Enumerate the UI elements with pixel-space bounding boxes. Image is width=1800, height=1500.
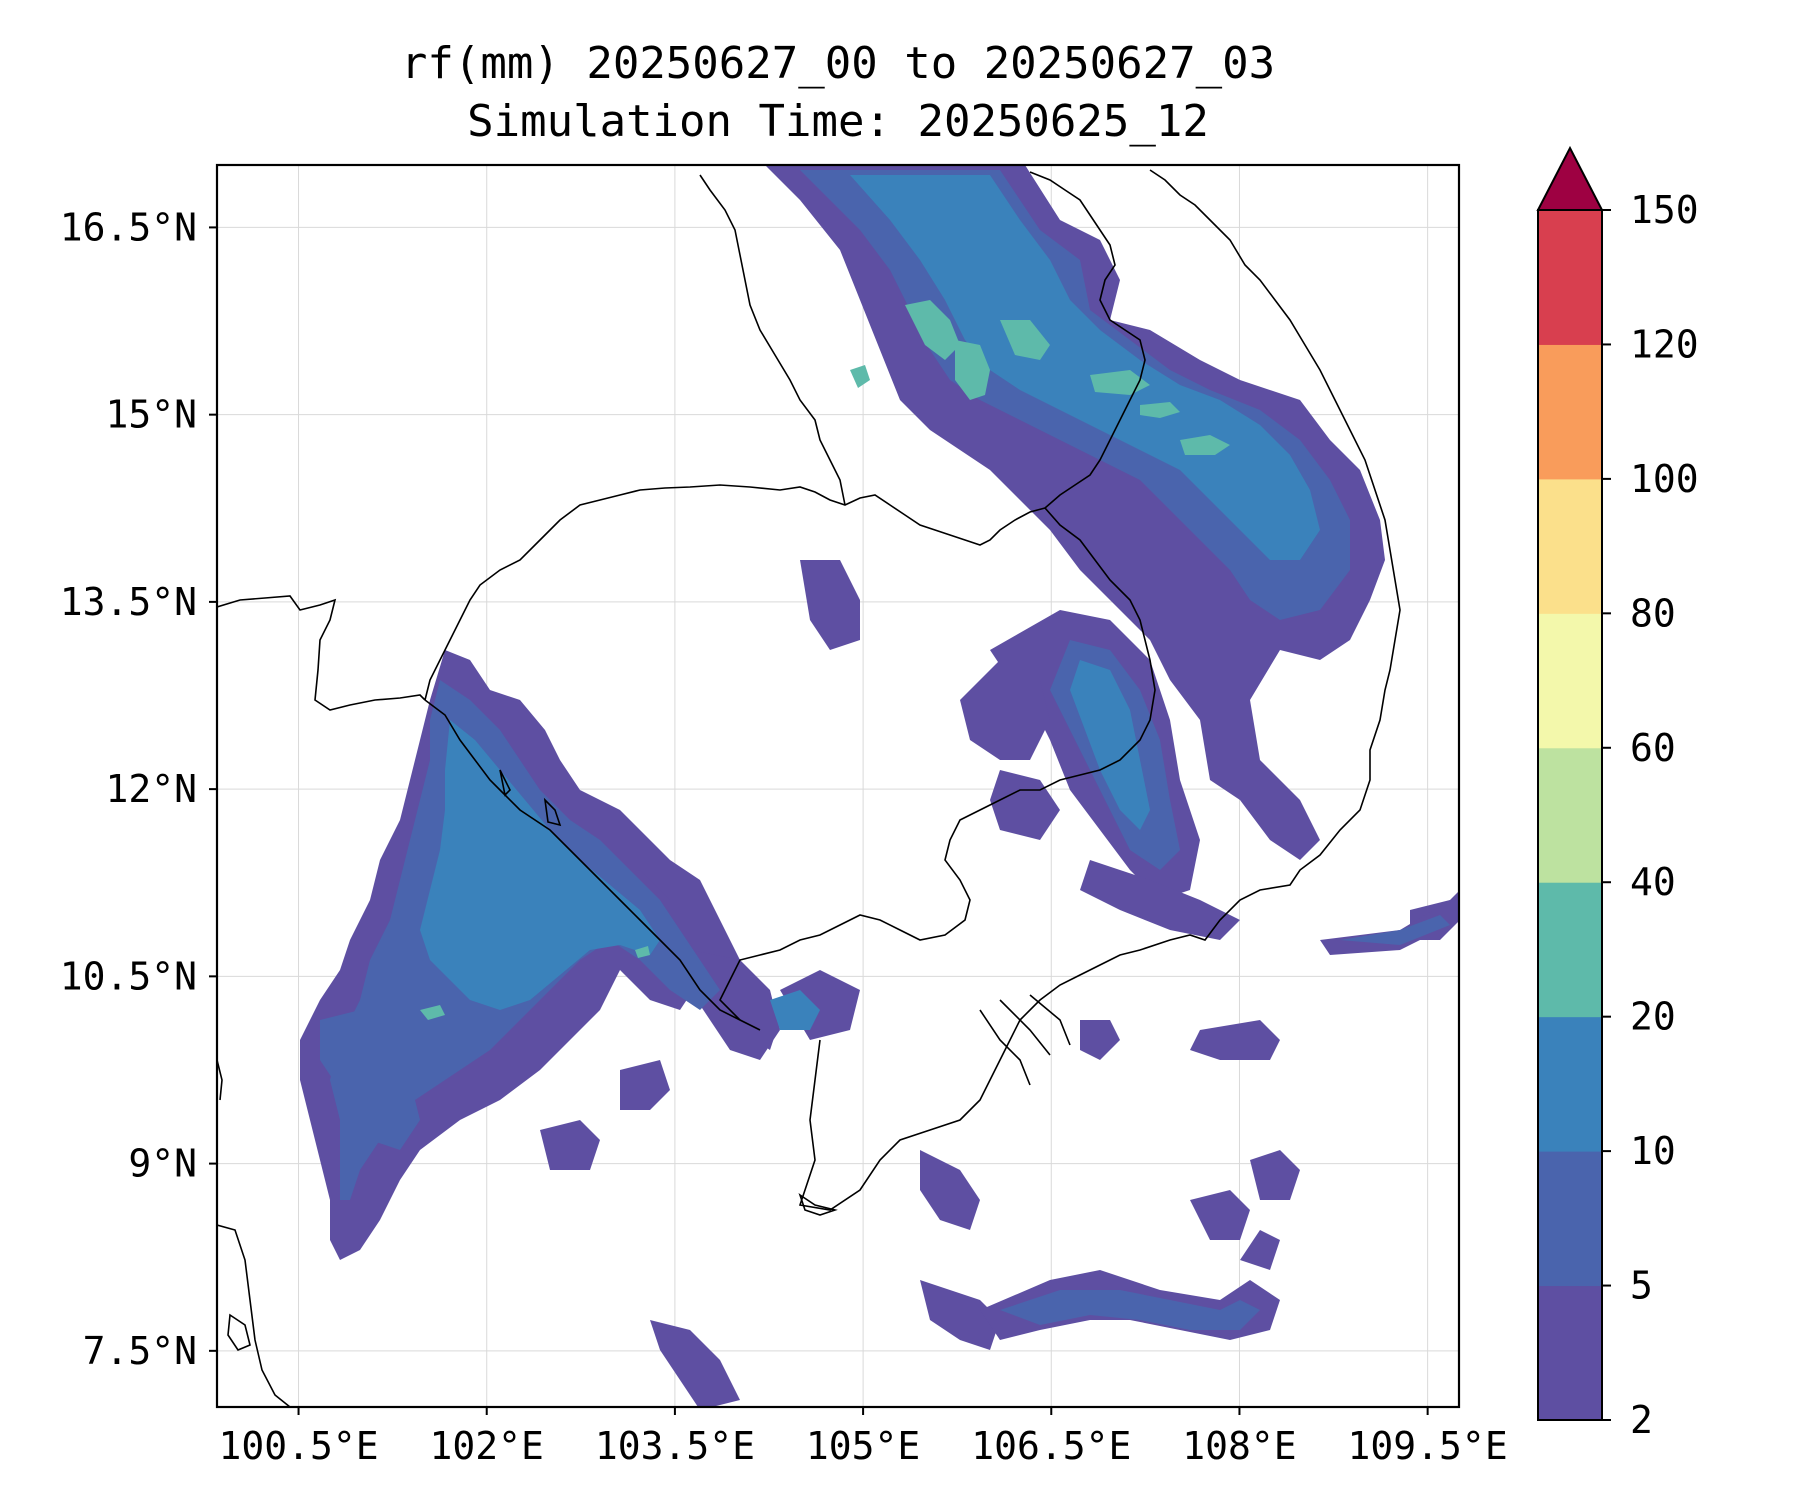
lat-tick-label: 12°N <box>105 767 197 811</box>
coastline-ko-kong <box>543 797 562 827</box>
colorbar-segment <box>1538 1016 1602 1152</box>
border-cambodia-laos-north <box>424 484 1046 701</box>
lon-tick-label: 108°E <box>1182 1424 1296 1468</box>
lat-tick-label: 15°N <box>105 393 197 437</box>
coastline-phu-quoc <box>798 1193 838 1216</box>
colorbar-tick-label: 80 <box>1630 591 1676 635</box>
colorbar-tick-label: 150 <box>1630 188 1699 232</box>
colorbar-segment <box>1538 613 1602 749</box>
map-panel: 100.5°E 102°E 103.5°E 105°E 106.5°E 108°E 109.… <box>60 163 1508 1468</box>
coastline-cambodia <box>424 699 761 1031</box>
colorbar-tick-label: 10 <box>1630 1129 1676 1173</box>
lat-tick-label: 13.5°N <box>60 580 197 624</box>
title-line-1: rf(mm) 20250627_00 to 20250627_03 <box>401 38 1275 89</box>
lon-tick-label: 109.5°E <box>1348 1424 1508 1468</box>
coastline-thai-east <box>217 1059 223 1101</box>
coastline-southern-vietnam <box>798 169 1401 1211</box>
latitude-axis: 16.5°N 15°N 13.5°N 12°N 10.5°N 9°N 7.5°N <box>60 205 217 1373</box>
colorbar-tick-label: 20 <box>1630 995 1676 1039</box>
colorbar-segment <box>1538 747 1602 883</box>
colorbar-tick-label: 60 <box>1630 726 1676 770</box>
colorbar-segment <box>1538 1151 1602 1287</box>
lon-tick-label: 100.5°E <box>218 1424 378 1468</box>
colorbar-tick-label: 100 <box>1630 457 1699 501</box>
lat-tick-label: 7.5°N <box>83 1329 197 1373</box>
border-thailand-cambodia <box>217 595 426 711</box>
coastline-mekong-delta-islands <box>979 994 1071 1086</box>
colorbar-tick-label: 2 <box>1630 1398 1653 1442</box>
lon-tick-label: 102°E <box>430 1424 544 1468</box>
lon-tick-label: 106.5°E <box>971 1424 1131 1468</box>
colorbar-extend-triangle <box>1536 145 1604 211</box>
colorbar-frame <box>1537 209 1603 1421</box>
border-laos-thailand <box>699 174 846 506</box>
lat-tick-label: 10.5°N <box>60 954 197 998</box>
lat-tick-label: 16.5°N <box>60 205 197 249</box>
lon-tick-label: 103.5°E <box>595 1424 755 1468</box>
colorbar-tick-label: 40 <box>1630 860 1676 904</box>
colorbar-tick-label: 120 <box>1630 322 1699 366</box>
border-cambodia-vietnam <box>719 507 1156 1021</box>
rain-band-10-20 <box>420 175 1320 1030</box>
rainfall-field <box>300 165 1459 1407</box>
rain-band-20-40 <box>420 300 1230 1020</box>
coastline-thai-islands <box>227 1313 251 1351</box>
colorbar-tick-label: 5 <box>1630 1264 1653 1308</box>
coastlines-and-borders <box>217 169 1401 1407</box>
colorbar-segment <box>1538 210 1602 345</box>
border-laos-vietnam <box>1029 171 1146 509</box>
lon-tick-label: 105°E <box>806 1424 920 1468</box>
colorbar-segment <box>1538 1285 1602 1421</box>
longitude-axis: 100.5°E 102°E 103.5°E 105°E 106.5°E 108°E 109.… <box>218 1407 1508 1468</box>
coastline-ko-kut <box>499 769 511 797</box>
colorbar: 2 5 10 20 40 60 80 100 120 150 <box>1536 145 1699 1442</box>
coastline-gulf-of-thailand <box>217 1224 291 1407</box>
colorbar-segment <box>1538 478 1602 614</box>
map-frame <box>215 163 1461 1409</box>
colorbar-segment <box>1538 344 1602 480</box>
title-line-2: Simulation Time: 20250625_12 <box>467 96 1209 147</box>
colorbar-segment <box>1538 882 1602 1018</box>
lat-tick-label: 9°N <box>128 1142 197 1186</box>
